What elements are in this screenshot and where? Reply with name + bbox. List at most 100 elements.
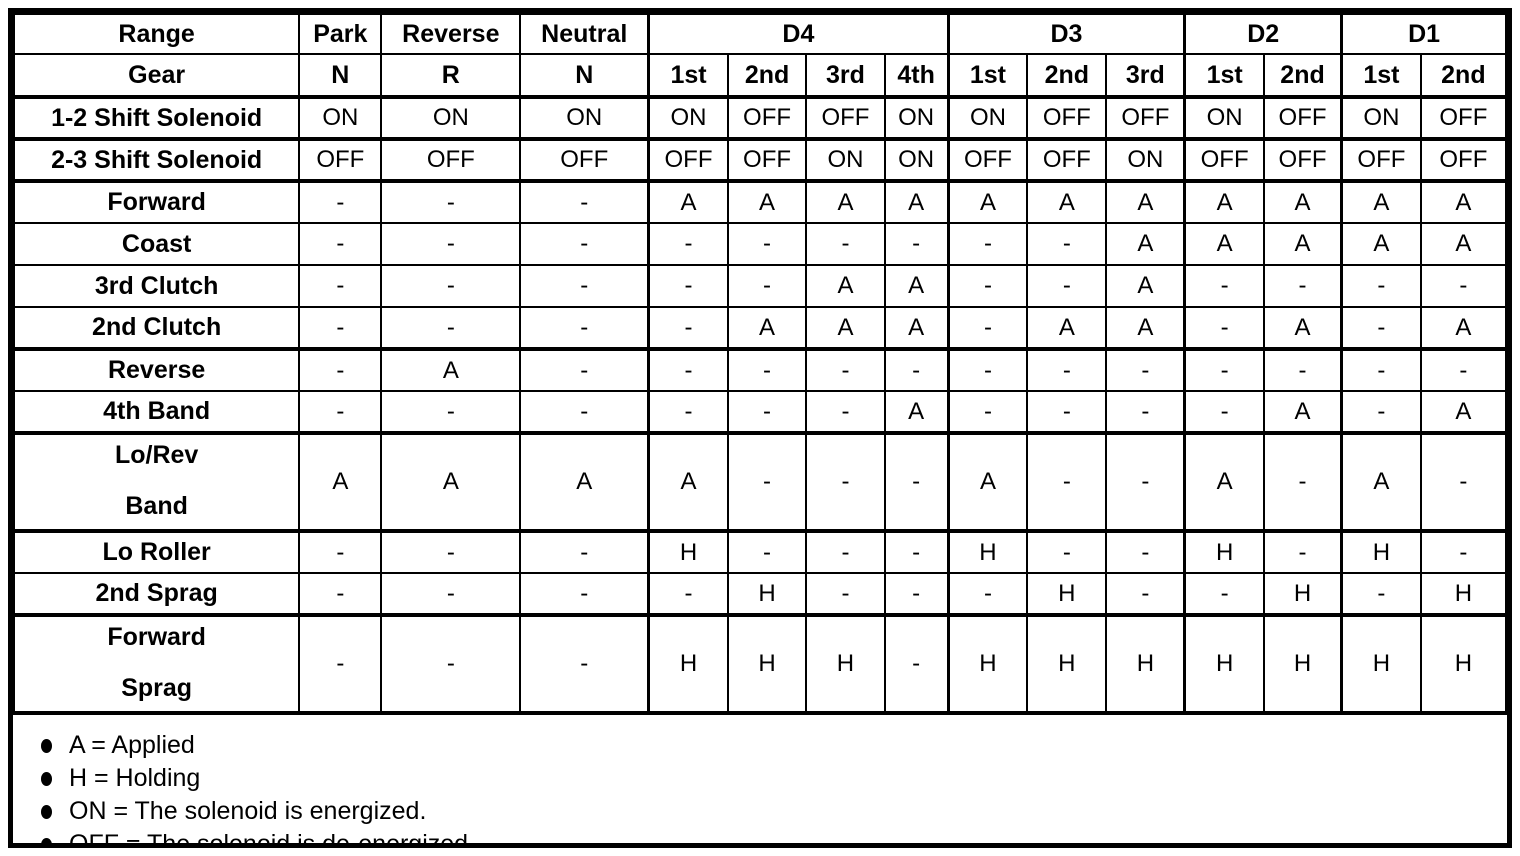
row-label-line2: Sprag	[121, 674, 193, 702]
gear-col-header: N	[519, 53, 650, 99]
cell: -	[883, 614, 950, 715]
cell: -	[883, 222, 950, 266]
cell: -	[298, 180, 383, 224]
row-label: Lo Roller	[13, 530, 301, 574]
gear-col-header: 2nd	[1026, 53, 1108, 99]
cell: -	[1026, 390, 1108, 435]
cell: -	[946, 390, 1029, 435]
cell: H	[946, 530, 1029, 574]
cell: -	[805, 390, 886, 435]
row-label-line1: Lo/Rev	[114, 441, 199, 469]
cell: A	[805, 180, 886, 224]
cell: A	[380, 348, 522, 392]
table-row: 2nd Clutch - - - - A A A - A A - A - A	[13, 306, 1507, 351]
table-row: Lo/Rev Band A A A A - - - A - - A - A -	[13, 432, 1507, 533]
cell: -	[519, 264, 650, 308]
gear-col-header: 1st	[1340, 53, 1422, 99]
two-line-label: Forward Sprag	[16, 617, 297, 709]
legend: A = Applied H = Holding ON = The solenoi…	[13, 715, 1507, 848]
cell: A	[1262, 390, 1343, 435]
cell: OFF	[647, 138, 729, 183]
cell: A	[1262, 222, 1343, 266]
cell: H	[726, 572, 808, 617]
cell: H	[1105, 614, 1186, 715]
cell: -	[647, 264, 729, 308]
cell: H	[1026, 614, 1108, 715]
cell: -	[647, 572, 729, 617]
cell: -	[1026, 432, 1108, 533]
row-label: Reverse	[13, 348, 301, 392]
cell: -	[946, 306, 1029, 351]
cell: -	[946, 222, 1029, 266]
cell: OFF	[1262, 138, 1343, 183]
cell: H	[946, 614, 1029, 715]
header-row-gear: Gear N R N 1st 2nd 3rd 4th 1st 2nd 3rd 1…	[13, 53, 1507, 99]
cell: A	[883, 390, 950, 435]
header-row-range: Range Park Reverse Neutral D4 D3 D2 D1	[13, 13, 1507, 55]
gear-col-header: 3rd	[805, 53, 886, 99]
cell: A	[519, 432, 650, 533]
legend-item: H = Holding	[41, 762, 1507, 795]
cell: -	[1183, 306, 1265, 351]
cell: -	[883, 348, 950, 392]
gear-col-header: 2nd	[726, 53, 808, 99]
row-label: 2nd Clutch	[13, 306, 301, 351]
legend-text: H = Holding	[69, 764, 201, 792]
cell: -	[380, 306, 522, 351]
cell: OFF	[1183, 138, 1265, 183]
cell: -	[1105, 530, 1186, 574]
cell: -	[519, 348, 650, 392]
legend-text: OFF = The solenoid is de-energized	[69, 830, 469, 848]
cell: -	[1105, 390, 1186, 435]
cell: A	[1026, 306, 1108, 351]
cell: -	[1262, 432, 1343, 533]
col-header-neutral: Neutral	[519, 13, 650, 55]
cell: -	[1183, 264, 1265, 308]
cell: H	[726, 614, 808, 715]
row-label: 4th Band	[13, 390, 301, 435]
cell: -	[298, 264, 383, 308]
cell: -	[946, 348, 1029, 392]
cell: -	[298, 306, 383, 351]
cell: -	[1340, 348, 1422, 392]
cell: A	[1183, 222, 1265, 266]
cell: A	[726, 306, 808, 351]
cell: OFF	[1105, 96, 1186, 141]
legend-text: ON = The solenoid is energized.	[69, 797, 427, 825]
table-row: 2nd Sprag - - - - H - - - H - - H - H	[13, 572, 1507, 617]
cell: -	[1262, 530, 1343, 574]
gear-col-header: R	[380, 53, 522, 99]
cell: -	[380, 222, 522, 266]
cell: -	[298, 614, 383, 715]
cell: A	[1419, 306, 1507, 351]
col-header-d4: D4	[647, 13, 950, 55]
cell: -	[380, 264, 522, 308]
cell: OFF	[946, 138, 1029, 183]
cell: A	[1026, 180, 1108, 224]
cell: H	[647, 530, 729, 574]
cell: H	[1262, 572, 1343, 617]
cell: -	[647, 222, 729, 266]
cell: A	[946, 432, 1029, 533]
table-row: 3rd Clutch - - - - - A A - - A - - - -	[13, 264, 1507, 308]
col-header-d2: D2	[1183, 13, 1343, 55]
legend-item: ON = The solenoid is energized.	[41, 795, 1507, 828]
cell: -	[726, 530, 808, 574]
gear-col-header: N	[298, 53, 383, 99]
cell: H	[1340, 614, 1422, 715]
cell: A	[1419, 180, 1507, 224]
row-label: Lo/Rev Band	[13, 432, 301, 533]
cell: -	[298, 390, 383, 435]
gear-col-header: 2nd	[1419, 53, 1507, 99]
cell: OFF	[1026, 138, 1108, 183]
cell: -	[1026, 348, 1108, 392]
table-row: Forward Sprag - - - H H H - H H H H H H …	[13, 614, 1507, 715]
row-label-line1: Forward	[107, 623, 206, 651]
cell: A	[1340, 180, 1422, 224]
cell: A	[1419, 390, 1507, 435]
cell: -	[1340, 390, 1422, 435]
bullet-icon	[41, 771, 52, 786]
cell: -	[1105, 432, 1186, 533]
cell: OFF	[298, 138, 383, 183]
cell: -	[380, 572, 522, 617]
